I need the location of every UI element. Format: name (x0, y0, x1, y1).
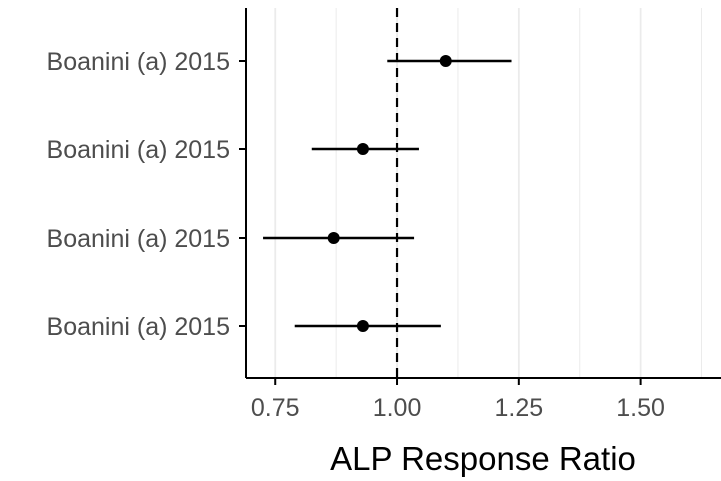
x-tick-label: 0.75 (251, 394, 300, 422)
point-estimate (327, 232, 340, 244)
x-tick-label: 1.50 (616, 394, 665, 422)
grid-lines (274, 8, 703, 378)
category-label: Boanini (a) 2015 (47, 313, 230, 341)
category-label: Boanini (a) 2015 (47, 136, 230, 164)
x-axis-ticks: 0.75 1.00 1.25 1.50 (251, 378, 665, 422)
y-axis-categories: Boanini (a) 2015 Boanini (a) 2015 Boanini … (47, 48, 246, 341)
x-axis-title: ALP Response Ratio (330, 440, 636, 477)
category-label: Boanini (a) 2015 (47, 48, 230, 76)
point-estimate (356, 143, 369, 155)
category-label: Boanini (a) 2015 (47, 225, 230, 253)
x-tick-label: 1.00 (373, 394, 422, 422)
estimate-marks (263, 55, 512, 332)
point-estimate (356, 320, 369, 332)
x-tick-label: 1.25 (494, 394, 543, 422)
point-estimate (439, 55, 452, 67)
